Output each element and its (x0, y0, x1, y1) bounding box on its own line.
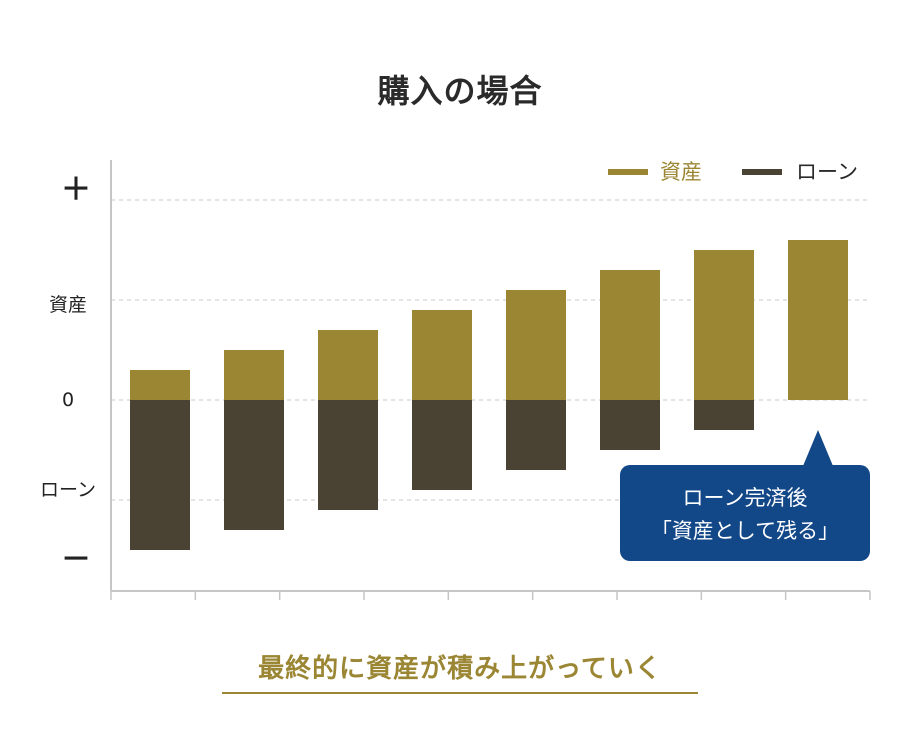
y-tick-label: － (61, 543, 91, 578)
asset-bar (600, 270, 660, 400)
legend-asset-label: 資産 (660, 160, 702, 184)
asset-bar (224, 350, 284, 400)
asset-bar (130, 370, 190, 400)
callout-text: 「資産として残る」 (651, 519, 839, 543)
loan-bar (600, 400, 660, 450)
y-tick-label: ローン (40, 479, 96, 501)
asset-bar (506, 290, 566, 400)
asset-bar (412, 310, 472, 400)
y-tick-label: 0 (62, 389, 74, 411)
y-tick-label: 資産 (49, 294, 87, 316)
loan-bar (224, 400, 284, 530)
callout-box (620, 465, 870, 561)
loan-bar (506, 400, 566, 470)
footer-underline (222, 692, 698, 694)
asset-bar (694, 250, 754, 400)
y-tick-label: ＋ (61, 173, 91, 208)
legend-loan-label: ローン (796, 160, 858, 184)
callout-text: ローン完済後 (683, 486, 808, 510)
loan-bar (694, 400, 754, 430)
chart-title: 購入の場合 (377, 72, 543, 110)
loan-bar (318, 400, 378, 510)
loan-bar (130, 400, 190, 550)
loan-bar (412, 400, 472, 490)
callout-pointer (803, 430, 833, 466)
asset-bar (788, 240, 848, 400)
footer-caption: 最終的に資産が積み上がっていく (258, 654, 662, 684)
asset-bar (318, 330, 378, 400)
